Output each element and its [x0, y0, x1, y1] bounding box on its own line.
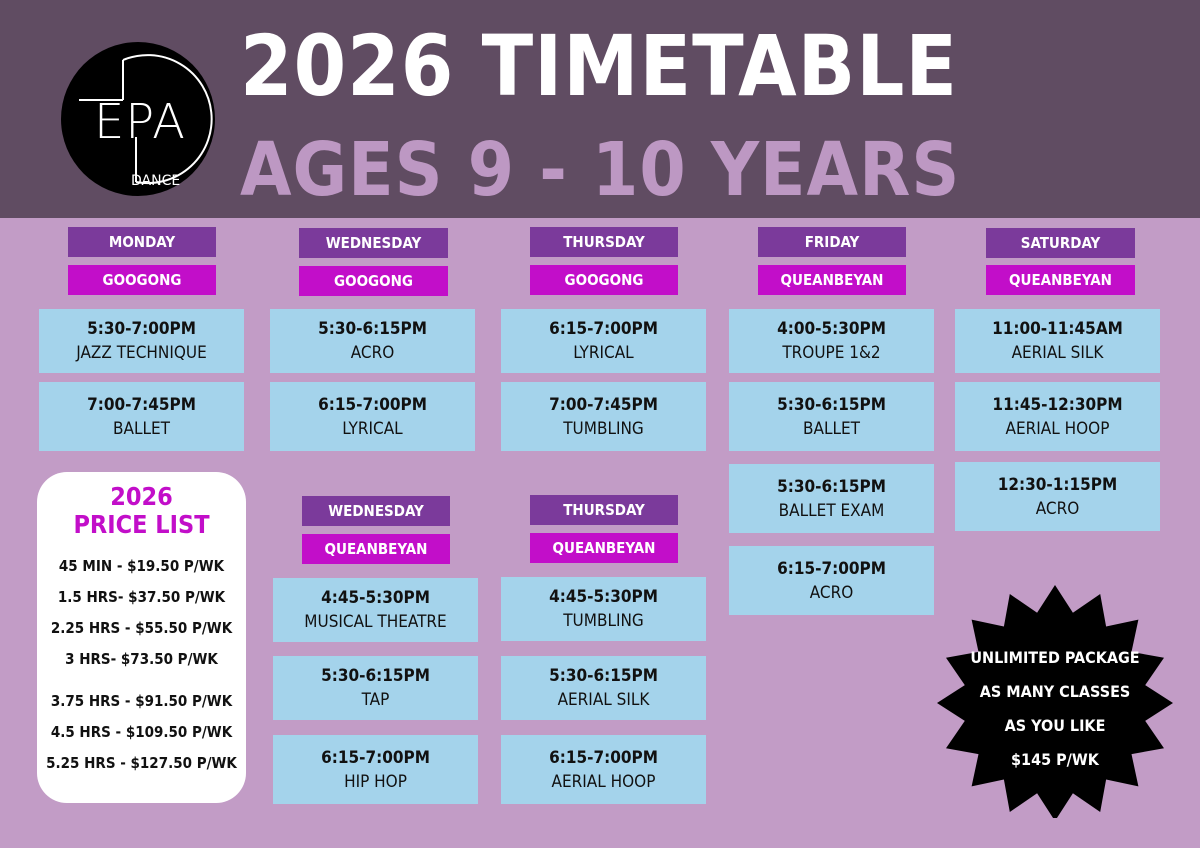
class-box: 6:15-7:00PM LYRICAL	[501, 309, 706, 373]
location-label-wednesday: GOOGONG	[299, 266, 448, 296]
starburst-shape	[937, 585, 1173, 821]
class-name: BALLET	[113, 418, 170, 439]
class-box: 4:00-5:30PM TROUPE 1&2	[729, 309, 934, 373]
location-label-thursday: GOOGONG	[530, 265, 678, 295]
page-title: 2026 TIMETABLE	[240, 17, 959, 115]
class-name: ACRO	[1035, 498, 1080, 519]
class-time: 4:45-5:30PM	[321, 588, 430, 608]
class-time: 5:30-6:15PM	[321, 666, 430, 686]
price-item: 2.25 HRS - $55.50 P/WK	[50, 619, 233, 637]
class-time: 6:15-7:00PM	[321, 747, 430, 768]
class-name: AERIAL SILK	[557, 690, 650, 710]
location-label-thursday-queanbeyan: QUEANBEYAN	[530, 533, 678, 563]
price-list-title-year: 2026	[110, 482, 173, 511]
price-item: 3 HRS- $73.50 P/WK	[65, 650, 218, 668]
class-box: 5:30-6:15PM AERIAL SILK	[501, 656, 706, 720]
class-box: 5:30-6:15PM BALLET EXAM	[729, 464, 934, 533]
class-name: JAZZ TECHNIQUE	[76, 343, 207, 363]
class-time: 12:30-1:15PM	[997, 474, 1118, 495]
class-time: 11:45-12:30PM	[992, 394, 1123, 415]
class-time: 5:30-7:00PM	[87, 319, 196, 339]
class-time: 4:00-5:30PM	[777, 319, 886, 339]
class-box: 7:00-7:45PM BALLET	[39, 382, 244, 451]
class-box: 6:15-7:00PM HIP HOP	[273, 735, 478, 804]
day-label-wednesday: WEDNESDAY	[299, 228, 448, 258]
class-name: BALLET	[803, 418, 860, 439]
class-box: 6:15-7:00PM ACRO	[729, 546, 934, 615]
unlimited-package-badge: UNLIMITED PACKAGE AS MANY CLASSES AS YOU…	[935, 578, 1175, 822]
unlimited-line: AS MANY CLASSES	[979, 682, 1131, 701]
day-label-thursday: THURSDAY	[530, 227, 678, 257]
class-box: 12:30-1:15PM ACRO	[955, 462, 1160, 531]
class-name: AERIAL SILK	[1011, 343, 1104, 363]
class-name: LYRICAL	[573, 343, 634, 363]
class-time: 4:45-5:30PM	[549, 587, 658, 607]
class-time: 7:00-7:45PM	[549, 394, 658, 415]
class-time: 6:15-7:00PM	[549, 319, 658, 339]
class-name: ACRO	[350, 343, 395, 363]
header-banner: EPA DANCE 2026 TIMETABLE AGES 9 - 10 YEA…	[0, 0, 1200, 218]
class-name: HIP HOP	[344, 771, 407, 792]
location-label-friday: QUEANBEYAN	[758, 265, 906, 295]
class-box: 5:30-6:15PM BALLET	[729, 382, 934, 451]
class-time: 5:30-6:15PM	[549, 666, 658, 686]
day-label-thursday-queanbeyan: THURSDAY	[530, 495, 678, 525]
page-subtitle: AGES 9 - 10 YEARS	[240, 127, 961, 213]
class-box: 5:30-6:15PM TAP	[273, 656, 478, 720]
class-box: 6:15-7:00PM AERIAL HOOP	[501, 735, 706, 804]
class-time: 5:30-6:15PM	[777, 476, 886, 497]
location-label-wednesday-queanbeyan: QUEANBEYAN	[302, 534, 450, 564]
class-name: LYRICAL	[342, 418, 403, 439]
price-list-title: PRICE LIST	[73, 510, 210, 539]
price-item: 3.75 HRS - $91.50 P/WK	[50, 692, 233, 710]
class-box: 7:00-7:45PM TUMBLING	[501, 382, 706, 451]
class-time: 6:15-7:00PM	[777, 558, 886, 579]
epa-dance-logo: EPA DANCE	[61, 42, 215, 196]
price-item: 45 MIN - $19.50 P/WK	[58, 557, 225, 575]
class-name: ACRO	[809, 582, 854, 603]
class-box: 4:45-5:30PM MUSICAL THEATRE	[273, 578, 478, 642]
class-name: BALLET EXAM	[778, 500, 885, 521]
class-name: TAP	[361, 690, 390, 710]
class-box: 11:45-12:30PM AERIAL HOOP	[955, 382, 1160, 451]
class-name: AERIAL HOOP	[1005, 418, 1110, 439]
location-label-monday: GOOGONG	[68, 265, 216, 295]
price-item: 5.25 HRS - $127.50 P/WK	[46, 754, 237, 772]
location-label-saturday: QUEANBEYAN	[986, 265, 1135, 295]
class-box: 5:30-6:15PM ACRO	[270, 309, 475, 373]
price-item: 1.5 HRS- $37.50 P/WK	[57, 588, 226, 606]
class-time: 7:00-7:45PM	[87, 394, 196, 415]
class-time: 5:30-6:15PM	[318, 319, 427, 339]
day-label-wednesday-queanbeyan: WEDNESDAY	[302, 496, 450, 526]
class-name: TUMBLING	[563, 611, 644, 631]
class-box: 4:45-5:30PM TUMBLING	[501, 577, 706, 641]
class-box: 5:30-7:00PM JAZZ TECHNIQUE	[39, 309, 244, 373]
price-list-card: 2026 PRICE LIST 45 MIN - $19.50 P/WK 1.5…	[37, 472, 246, 803]
unlimited-line: $145 P/WK	[1011, 750, 1099, 769]
class-box: 6:15-7:00PM LYRICAL	[270, 382, 475, 451]
class-name: MUSICAL THEATRE	[304, 612, 447, 632]
logo-text: EPA	[93, 94, 187, 150]
class-time: 6:15-7:00PM	[318, 394, 427, 415]
class-box: 11:00-11:45AM AERIAL SILK	[955, 309, 1160, 373]
class-name: TUMBLING	[563, 418, 644, 439]
price-item: 4.5 HRS - $109.50 P/WK	[50, 723, 233, 741]
class-time: 6:15-7:00PM	[549, 747, 658, 768]
day-label-friday: FRIDAY	[758, 227, 906, 257]
logo-subtext: DANCE	[131, 173, 181, 189]
class-name: TROUPE 1&2	[782, 343, 881, 363]
class-name: AERIAL HOOP	[551, 771, 656, 792]
unlimited-line: AS YOU LIKE	[1004, 716, 1106, 735]
day-label-monday: MONDAY	[68, 227, 216, 257]
unlimited-line: UNLIMITED PACKAGE	[970, 648, 1140, 667]
class-time: 11:00-11:45AM	[992, 319, 1123, 339]
class-time: 5:30-6:15PM	[777, 394, 886, 415]
day-label-saturday: SATURDAY	[986, 228, 1135, 258]
